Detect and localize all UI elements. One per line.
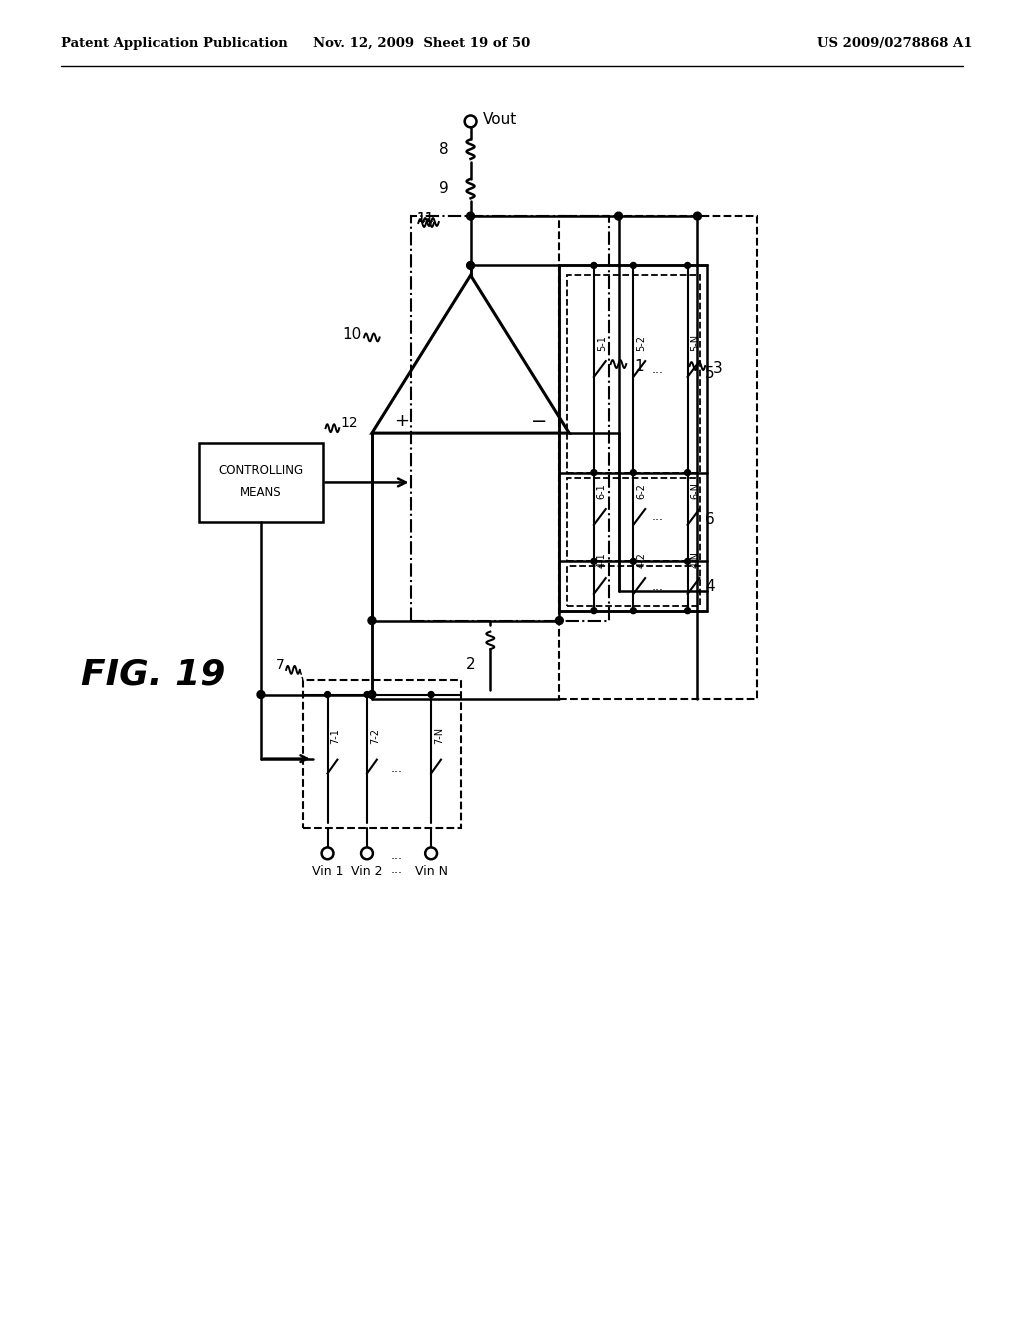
Bar: [567, 276, 700, 473]
Text: Vin 1: Vin 1: [311, 865, 343, 878]
Text: Vin N: Vin N: [415, 865, 447, 878]
Text: 4-N: 4-N: [690, 552, 700, 569]
Text: US 2009/0278868 A1: US 2009/0278868 A1: [817, 37, 973, 50]
Circle shape: [591, 263, 597, 268]
Text: 7-1: 7-1: [331, 727, 341, 744]
Circle shape: [685, 470, 690, 475]
Circle shape: [685, 607, 690, 614]
Circle shape: [428, 692, 434, 697]
Text: 7-2: 7-2: [370, 727, 380, 744]
Text: 5: 5: [706, 367, 715, 381]
Text: FIG. 19: FIG. 19: [81, 657, 225, 692]
Text: 4-1: 4-1: [597, 553, 607, 569]
Bar: [303, 680, 461, 828]
Text: ...: ...: [390, 762, 402, 775]
Bar: [567, 478, 700, 561]
Circle shape: [631, 558, 636, 565]
Text: +: +: [394, 412, 409, 430]
Text: 1: 1: [634, 359, 644, 374]
Text: 12: 12: [340, 416, 358, 430]
Text: 6-1: 6-1: [597, 483, 607, 499]
Text: 6: 6: [706, 512, 715, 527]
Circle shape: [631, 607, 636, 614]
Text: 5-2: 5-2: [636, 335, 646, 351]
Text: MEANS: MEANS: [241, 486, 282, 499]
Text: Patent Application Publication: Patent Application Publication: [61, 37, 288, 50]
Circle shape: [591, 558, 597, 565]
Bar: [200, 444, 323, 521]
Bar: [559, 265, 708, 611]
Text: 7-N: 7-N: [434, 727, 444, 744]
Text: 7: 7: [276, 657, 285, 672]
Bar: [412, 216, 608, 620]
Circle shape: [368, 616, 376, 624]
Circle shape: [257, 690, 265, 698]
Text: 5-N: 5-N: [690, 334, 700, 351]
Text: 4: 4: [706, 578, 715, 594]
Circle shape: [685, 263, 690, 268]
Text: 8: 8: [439, 141, 449, 157]
Text: 11: 11: [417, 211, 434, 226]
Text: −: −: [531, 412, 548, 430]
Text: 4-2: 4-2: [636, 552, 646, 569]
Text: ...: ...: [652, 511, 664, 524]
Text: 6-2: 6-2: [636, 483, 646, 499]
Circle shape: [368, 690, 376, 698]
Circle shape: [631, 263, 636, 268]
Text: ...: ...: [652, 363, 664, 375]
Text: 2: 2: [466, 657, 475, 672]
Circle shape: [693, 213, 701, 220]
Text: 10: 10: [343, 327, 361, 342]
Bar: [567, 566, 700, 606]
Circle shape: [325, 692, 331, 697]
Text: ...: ...: [390, 849, 402, 862]
Text: ...: ...: [390, 863, 402, 875]
Text: Vout: Vout: [482, 112, 517, 127]
Circle shape: [591, 470, 597, 475]
Circle shape: [467, 261, 474, 269]
Text: 6-N: 6-N: [690, 482, 700, 499]
Text: 3: 3: [714, 360, 723, 375]
Text: Nov. 12, 2009  Sheet 19 of 50: Nov. 12, 2009 Sheet 19 of 50: [312, 37, 529, 50]
Circle shape: [631, 470, 636, 475]
Circle shape: [365, 692, 370, 697]
Text: Vin 2: Vin 2: [351, 865, 383, 878]
Circle shape: [555, 616, 563, 624]
Text: 9: 9: [439, 181, 449, 195]
Circle shape: [467, 213, 474, 220]
Text: 5-1: 5-1: [597, 335, 607, 351]
Text: CONTROLLING: CONTROLLING: [218, 465, 303, 477]
Text: ...: ...: [652, 579, 664, 593]
Circle shape: [685, 558, 690, 565]
Bar: [559, 216, 757, 700]
Circle shape: [614, 213, 623, 220]
Circle shape: [591, 607, 597, 614]
Text: 11: 11: [417, 211, 434, 226]
